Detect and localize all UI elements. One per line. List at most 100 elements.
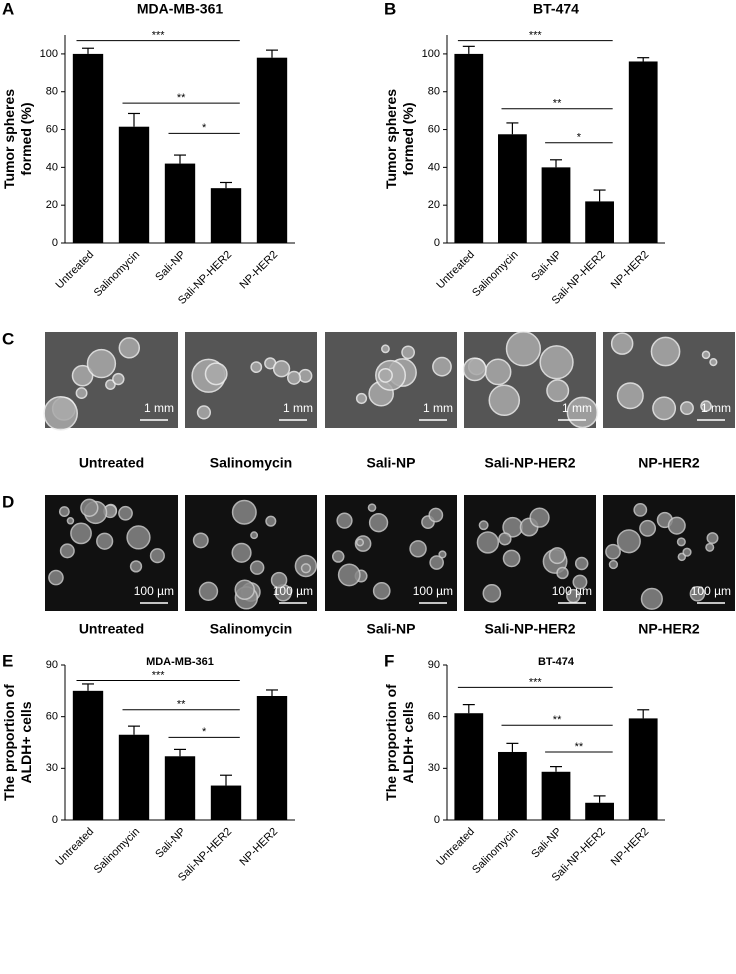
y-tick-label: 20 [46, 199, 58, 211]
y-tick-label: 80 [428, 86, 440, 98]
sphere [129, 560, 143, 573]
image-caption: NP-HER2 [638, 621, 700, 637]
sphere [401, 345, 416, 360]
bar [72, 53, 104, 244]
sphere [86, 348, 117, 379]
sphere [378, 367, 393, 383]
significance-label: * [577, 132, 582, 144]
sphere [700, 400, 712, 412]
significance-label: ** [553, 714, 562, 726]
sphere [652, 396, 677, 421]
sphere [572, 574, 588, 590]
bar [118, 126, 150, 243]
x-tick-label: Salinomycin [470, 826, 520, 876]
y-axis-label: formed (%) [18, 102, 34, 175]
y-tick-label: 0 [434, 814, 440, 826]
y-tick-label: 60 [428, 711, 440, 723]
y-tick-label: 20 [428, 199, 440, 211]
sphere [650, 336, 681, 367]
sphere [482, 584, 502, 603]
sphere [706, 532, 719, 545]
scale-bar-label: 1 mm [423, 401, 453, 415]
significance-label: ** [177, 699, 186, 711]
sphere [633, 502, 648, 517]
x-tick-label: Sali-NP [153, 249, 188, 284]
sphere [198, 581, 219, 602]
sphere [462, 357, 487, 382]
scale-bar-label: 1 mm [144, 401, 174, 415]
significance-label: ** [575, 741, 584, 753]
sphere [300, 563, 312, 574]
scale-bar-label: 1 mm [701, 401, 731, 415]
sphere [337, 563, 361, 587]
image-caption: Salinomycin [210, 455, 292, 471]
panel-letter: E [2, 651, 13, 670]
scale-bar-label: 1 mm [562, 401, 592, 415]
image-caption: Sali-NP-HER2 [484, 455, 575, 471]
sphere [250, 531, 259, 540]
y-tick-label: 0 [434, 237, 440, 249]
sphere [372, 581, 391, 600]
sphere [331, 550, 345, 563]
bar [118, 734, 150, 820]
bar [72, 690, 104, 820]
image-caption: NP-HER2 [638, 455, 700, 471]
y-tick-label: 90 [428, 659, 440, 671]
bar [628, 718, 658, 820]
sphere [409, 540, 427, 558]
sphere [616, 529, 641, 554]
sphere [476, 531, 500, 554]
sphere [336, 512, 353, 529]
sphere [498, 532, 512, 546]
significance-label: ** [177, 92, 186, 104]
sphere [548, 547, 566, 565]
significance-label: *** [152, 669, 166, 681]
sphere [204, 362, 228, 386]
sphere [429, 555, 444, 570]
y-tick-label: 60 [46, 711, 58, 723]
bar [164, 163, 196, 243]
sphere [701, 350, 711, 360]
y-tick-label: 80 [46, 86, 58, 98]
panel-letter: B [384, 0, 396, 18]
sphere [249, 560, 265, 575]
sphere [80, 498, 99, 517]
sphere [432, 356, 452, 377]
x-tick-label: Untreated [434, 249, 477, 292]
x-tick-label: Untreated [54, 249, 97, 292]
bar [498, 134, 527, 243]
y-tick-label: 100 [40, 48, 58, 60]
sphere [298, 368, 313, 383]
sphere [43, 396, 78, 431]
sphere [234, 579, 255, 600]
scale-bar-label: 1 mm [283, 401, 313, 415]
bar [585, 802, 614, 820]
image-caption: Sali-NP [366, 455, 415, 471]
sphere [70, 522, 92, 545]
sphere [48, 569, 64, 586]
image-caption: Untreated [79, 455, 144, 471]
bar [210, 188, 242, 243]
sphere [105, 379, 116, 390]
sphere [539, 345, 574, 380]
sphere [616, 382, 644, 410]
x-tick-label: Sali-NP [153, 826, 188, 861]
y-tick-label: 0 [52, 237, 58, 249]
sphere [265, 515, 277, 527]
bar [541, 167, 571, 243]
sphere [679, 401, 694, 416]
sphere [75, 387, 88, 400]
panel-letter: C [2, 329, 14, 348]
sphere [639, 519, 657, 537]
sphere [272, 360, 291, 378]
sphere [231, 542, 252, 563]
sphere [556, 566, 569, 580]
x-tick-label: NP-HER2 [238, 826, 281, 869]
significance-label: *** [529, 30, 543, 42]
scale-bar-label: 100 µm [134, 584, 174, 598]
significance-label: ** [553, 98, 562, 110]
x-tick-label: Untreated [434, 826, 477, 869]
x-tick-label: Sali-NP [529, 249, 564, 284]
significance-label: *** [529, 676, 543, 688]
